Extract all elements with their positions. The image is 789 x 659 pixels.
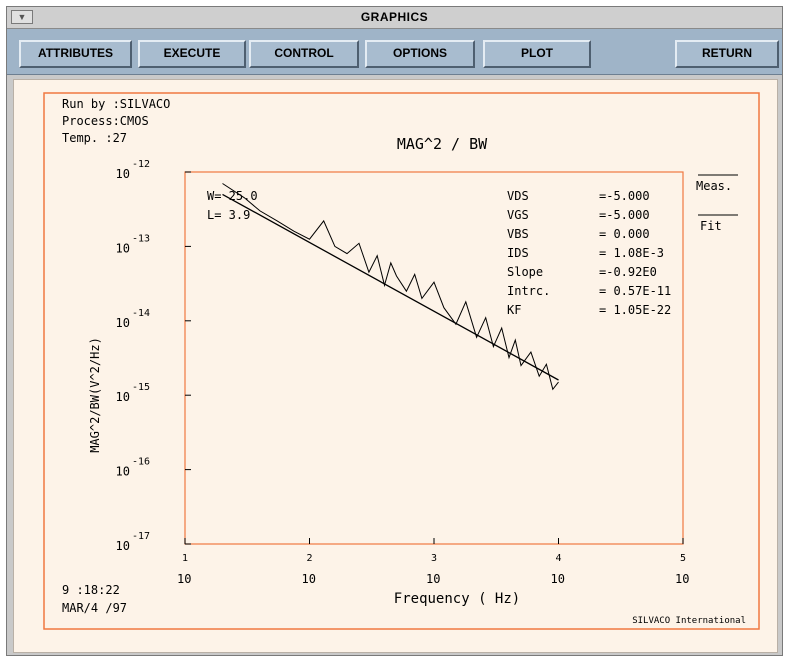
x-tick-exp: 5 <box>680 553 686 564</box>
y-tick-base: 10 <box>116 539 130 553</box>
x-tick-base: 10 <box>675 572 689 586</box>
y-tick-base: 10 <box>116 241 130 255</box>
param-value: =-0.92E0 <box>599 265 657 279</box>
x-tick-base: 10 <box>302 572 316 586</box>
window-title: GRAPHICS <box>360 10 429 24</box>
noise-chart: Run by :SILVACO Process:CMOS Temp. :27 M… <box>43 92 760 630</box>
parameter-table: VDS =-5.000 VGS =-5.000 VBS = 0.000 IDS = 1.08E… <box>507 189 671 317</box>
y-tick-exp: -17 <box>132 531 150 542</box>
y-tick-base: 10 <box>116 316 130 330</box>
attributes-button[interactable]: ATTRIBUTES <box>19 40 132 68</box>
temp-text: Temp. :27 <box>62 131 127 145</box>
x-ticks: 1 10 2 10 3 10 4 10 5 10 <box>177 538 689 586</box>
date-text: MAR/4 /97 <box>62 601 127 615</box>
y-tick-base: 10 <box>116 390 130 404</box>
legend-meas-label: Meas. <box>696 179 732 193</box>
return-button[interactable]: RETURN <box>675 40 779 68</box>
x-tick-base: 10 <box>177 572 191 586</box>
param-value: = 0.000 <box>599 227 650 241</box>
fit-series-line <box>222 193 559 381</box>
plot-canvas: Run by :SILVACO Process:CMOS Temp. :27 M… <box>13 79 778 653</box>
y-tick-exp: -15 <box>132 382 150 393</box>
brand-text: SILVACO International <box>632 616 746 626</box>
chart-title: MAG^2 / BW <box>397 135 488 153</box>
x-tick-exp: 4 <box>555 553 561 564</box>
param-value: = 1.08E-3 <box>599 246 664 260</box>
x-axis-label: Frequency ( Hz) <box>394 591 520 607</box>
param-name: KF <box>507 303 521 317</box>
y-tick-base: 10 <box>116 167 130 181</box>
run-by-text: Run by :SILVACO <box>62 97 170 111</box>
legend-fit-label: Fit <box>700 219 722 233</box>
measured-series-line <box>222 183 559 391</box>
device-w-text: W= 25.0 <box>207 189 258 203</box>
param-name: Slope <box>507 265 543 279</box>
y-tick-exp: -13 <box>132 233 150 244</box>
y-tick-exp: -16 <box>132 457 150 468</box>
plot-button[interactable]: PLOT <box>483 40 591 68</box>
param-name: VBS <box>507 227 529 241</box>
y-tick-base: 10 <box>116 465 130 479</box>
series-group <box>222 183 559 391</box>
x-tick-exp: 3 <box>431 553 437 564</box>
x-tick-exp: 2 <box>306 553 312 564</box>
options-button[interactable]: OPTIONS <box>365 40 475 68</box>
time-text: 9 :18:22 <box>62 583 120 597</box>
control-button[interactable]: CONTROL <box>249 40 359 68</box>
graphics-window: ▼ GRAPHICS ATTRIBUTES EXECUTE CONTROL OP… <box>6 6 783 656</box>
window-menu-button[interactable]: ▼ <box>11 10 33 24</box>
title-bar: ▼ GRAPHICS <box>7 7 782 29</box>
process-text: Process:CMOS <box>62 114 149 128</box>
x-tick-base: 10 <box>551 572 565 586</box>
param-name: VGS <box>507 208 529 222</box>
param-value: = 0.57E-11 <box>599 284 671 298</box>
y-axis-label: MAG^2/BW(V^2/Hz) <box>88 337 102 453</box>
outer-frame <box>43 92 760 630</box>
x-tick-exp: 1 <box>182 553 188 564</box>
execute-button[interactable]: EXECUTE <box>138 40 246 68</box>
param-value: =-5.000 <box>599 189 650 203</box>
y-tick-exp: -12 <box>132 159 150 170</box>
param-name: Intrc. <box>507 284 550 298</box>
param-value: = 1.05E-22 <box>599 303 671 317</box>
param-name: VDS <box>507 189 529 203</box>
x-tick-base: 10 <box>426 572 440 586</box>
y-tick-exp: -14 <box>132 308 150 319</box>
param-name: IDS <box>507 246 529 260</box>
param-value: =-5.000 <box>599 208 650 222</box>
toolbar: ATTRIBUTES EXECUTE CONTROL OPTIONS PLOT … <box>7 29 782 75</box>
device-l-text: L= 3.9 <box>207 208 250 222</box>
